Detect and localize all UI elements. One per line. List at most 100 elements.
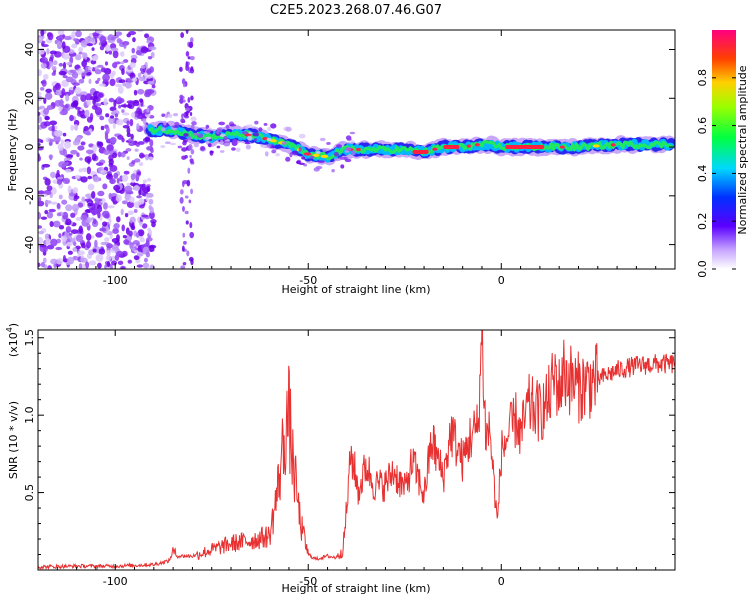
spectrogram-noise-dot (87, 183, 95, 191)
spectrogram-scatter (183, 133, 189, 137)
spectrogram-scatter (275, 153, 280, 157)
spectrogram-scatter (326, 142, 331, 145)
spectrogram-noise-dot (147, 80, 155, 85)
spectrogram-noise-dot (113, 172, 119, 179)
spectrogram-noise-dot (40, 30, 45, 37)
spectrogram-noise-dot (149, 139, 154, 147)
spectrogram-scatter (336, 144, 343, 148)
spectrogram-noise-dot (114, 254, 120, 262)
spectrogram-noise-dot (134, 158, 141, 163)
spectrogram-noise-dot (126, 132, 132, 138)
spectrogram-noise-dot (49, 139, 55, 143)
spectrogram-noise-dot (108, 97, 115, 103)
spectrogram-peak (474, 143, 480, 147)
spectrogram-ytick-label: -20 (23, 187, 36, 205)
spectrogram-noise-dot (184, 195, 189, 199)
spectrogram-noise-dot (182, 205, 185, 212)
spectrogram-noise-dot (66, 241, 73, 247)
spectrogram-noise-dot (179, 94, 184, 100)
spectrogram-noise-dot (65, 226, 72, 233)
spectrogram-peak (592, 144, 600, 148)
spectrogram-noise-dot (62, 148, 68, 157)
spectrogram-noise-dot (103, 98, 108, 106)
spectrogram-peak (303, 152, 312, 156)
spectrogram-noise-dot (95, 253, 104, 262)
spectrogram-noise-dot (102, 221, 108, 227)
spectrogram-noise-dot (46, 48, 50, 55)
spectrogram-noise-dot (38, 138, 42, 143)
spectrogram-noise-dot (181, 180, 185, 188)
spectrogram-noise-dot (104, 213, 110, 219)
spectrogram-noise-dot (116, 177, 120, 184)
spectrogram-frame (37, 29, 676, 270)
spectrogram-noise-dot (40, 86, 45, 91)
spectrogram-noise-dot (65, 204, 73, 212)
spectrogram-noise-dot (130, 133, 134, 140)
spectrogram-noise-dot (126, 182, 131, 187)
spectrogram-scatter (285, 126, 292, 132)
spectrogram-marks (38, 30, 675, 269)
spectrogram-noise-dot (52, 85, 57, 93)
spectrogram-noise-dot (97, 77, 101, 82)
spectrogram-noise-dot (81, 263, 86, 269)
spectrogram-noise-dot (106, 261, 111, 268)
spectrogram-noise-dot (43, 189, 52, 196)
spectrogram-noise-dot (126, 201, 135, 209)
chart-title: C2E5.2023.268.07.46.G07 (270, 3, 442, 18)
spectrogram-noise-dot (58, 70, 67, 76)
spectrogram-noise-dot (117, 85, 124, 94)
spectrogram-noise-dot (57, 30, 65, 36)
spectrogram-scatter (181, 147, 188, 152)
spectrogram-noise-dot (179, 197, 184, 204)
spectrogram-noise-dot (94, 239, 98, 248)
spectrogram-noise-dot (62, 132, 67, 137)
spectrogram-noise-dot (64, 104, 69, 109)
spectrogram-noise-dot (129, 118, 134, 127)
spectrogram-noise-dot (62, 177, 71, 185)
spectrogram-noise-dot (65, 154, 74, 158)
spectrogram-noise-dot (79, 157, 83, 161)
spectrogram-noise-dot (120, 104, 128, 108)
snr-xtick-label: -50 (299, 575, 317, 588)
spectrogram-noise-dot (141, 214, 149, 218)
spectrogram-noise-dot (145, 251, 151, 258)
spectrogram-noise-dot (73, 197, 78, 202)
spectrogram-noise-dot (58, 161, 67, 168)
spectrogram-noise-dot (83, 125, 89, 132)
spectrogram-noise-dot (42, 257, 47, 264)
spectrogram-scatter (209, 150, 214, 156)
spectrogram-noise-dot (138, 230, 144, 237)
spectrogram-noise-dot (132, 77, 138, 82)
spectrogram-noise-dot (70, 124, 75, 131)
spectrogram-noise-dot (85, 209, 91, 213)
spectrogram-noise-dot (67, 185, 72, 194)
spectrogram-noise-dot (62, 75, 68, 79)
spectrogram-noise-dot (135, 232, 140, 238)
spectrogram-noise-dot (190, 258, 194, 266)
spectrogram-noise-dot (86, 72, 92, 76)
spectrogram-scatter (313, 167, 320, 172)
spectrogram-noise-dot (46, 185, 53, 192)
spectrogram-noise-dot (149, 264, 155, 269)
spectrogram-noise-dot (122, 235, 127, 239)
spectrogram-scatter (258, 127, 263, 132)
spectrogram-scatter (246, 135, 253, 141)
spectrogram-scatter (174, 121, 180, 127)
spectrogram-noise-dot (85, 233, 92, 241)
spectrogram-scatter (333, 152, 339, 157)
spectrogram-noise-dot (80, 176, 88, 183)
spectrogram-noise-dot (189, 222, 193, 229)
spectrogram-noise-dot (65, 218, 72, 226)
spectrogram-noise-dot (113, 99, 117, 108)
spectrogram-noise-dot (49, 50, 58, 55)
spectrogram-scatter (301, 156, 306, 160)
spectrogram-scatter (229, 123, 237, 127)
spectrogram-xlabel: Height of straight line (km) (281, 283, 430, 296)
spectrogram-noise-dot (146, 185, 151, 192)
spectrogram-noise-dot (53, 220, 61, 228)
spectrogram-noise-dot (84, 198, 92, 202)
spectrogram-noise-dot (126, 120, 130, 126)
spectrogram-scatter (205, 124, 210, 129)
spectrogram-noise-dot (112, 152, 118, 159)
spectrogram-noise-dot (62, 53, 70, 60)
